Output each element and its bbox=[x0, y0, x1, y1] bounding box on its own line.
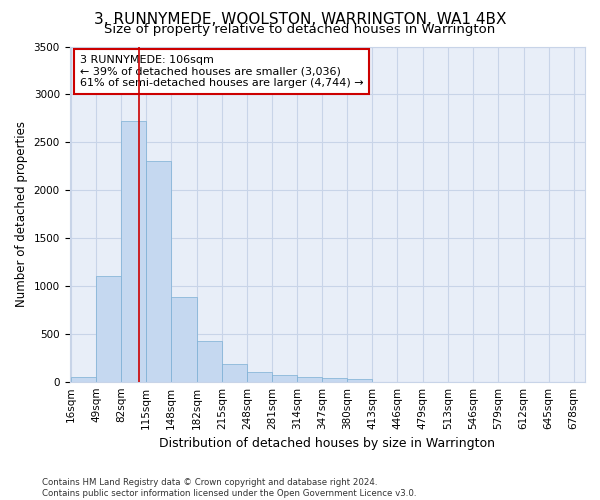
Bar bbox=[222, 364, 247, 382]
Text: Contains HM Land Registry data © Crown copyright and database right 2024.
Contai: Contains HM Land Registry data © Crown c… bbox=[42, 478, 416, 498]
Bar bbox=[347, 379, 373, 382]
Bar bbox=[247, 372, 272, 382]
Bar bbox=[71, 377, 96, 382]
Bar bbox=[96, 276, 121, 382]
Bar bbox=[171, 298, 197, 382]
Bar bbox=[197, 342, 222, 382]
Text: 3 RUNNYMEDE: 106sqm
← 39% of detached houses are smaller (3,036)
61% of semi-det: 3 RUNNYMEDE: 106sqm ← 39% of detached ho… bbox=[80, 55, 364, 88]
Bar bbox=[146, 162, 171, 382]
Y-axis label: Number of detached properties: Number of detached properties bbox=[15, 121, 28, 307]
X-axis label: Distribution of detached houses by size in Warrington: Distribution of detached houses by size … bbox=[159, 437, 495, 450]
Text: Size of property relative to detached houses in Warrington: Size of property relative to detached ho… bbox=[104, 22, 496, 36]
Text: 3, RUNNYMEDE, WOOLSTON, WARRINGTON, WA1 4BX: 3, RUNNYMEDE, WOOLSTON, WARRINGTON, WA1 … bbox=[94, 12, 506, 28]
Bar bbox=[272, 375, 297, 382]
Bar bbox=[297, 377, 322, 382]
Bar bbox=[322, 378, 347, 382]
Bar bbox=[121, 121, 146, 382]
